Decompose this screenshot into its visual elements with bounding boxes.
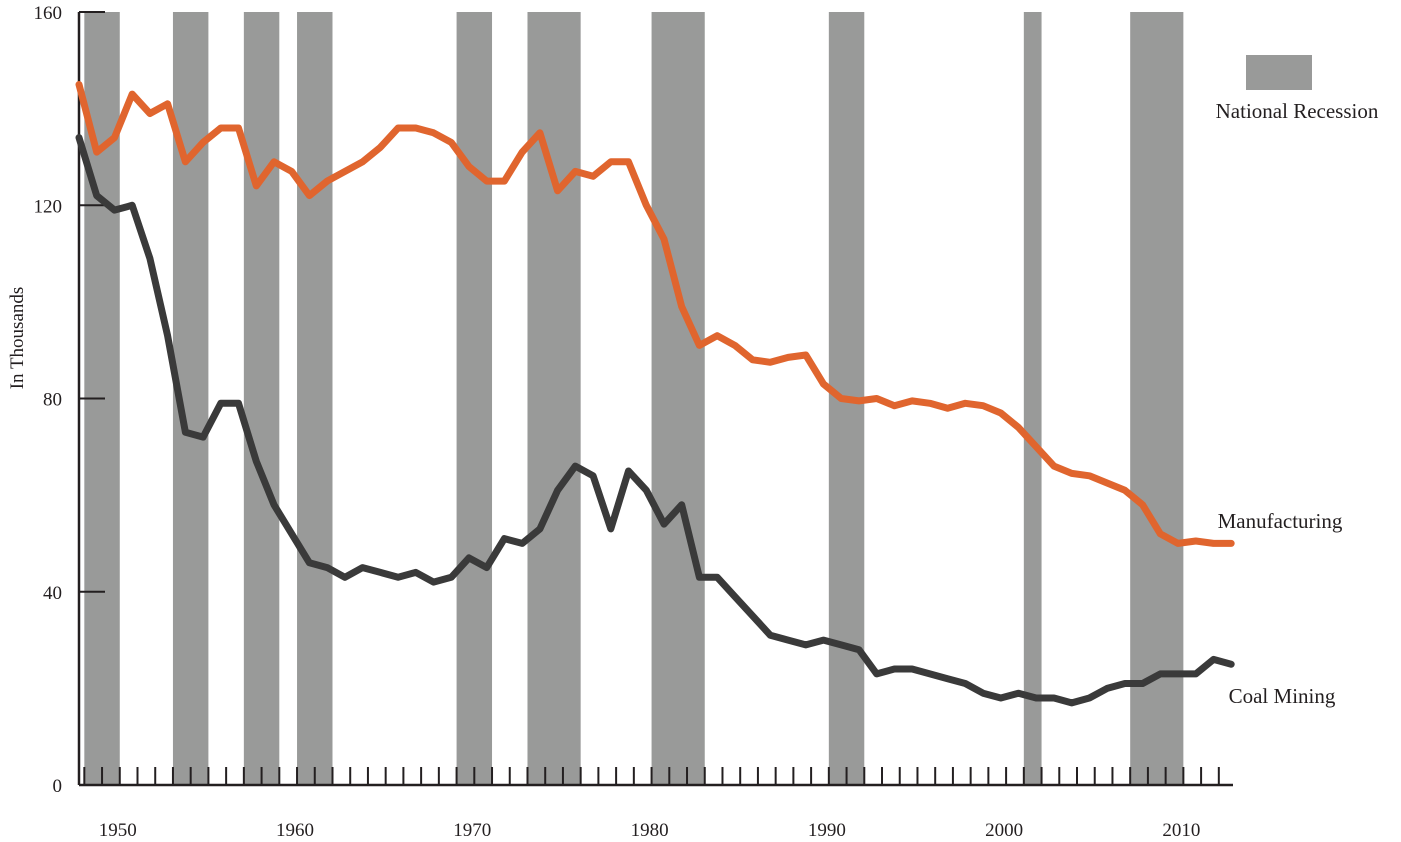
x-tick-label: 1950 <box>99 820 137 841</box>
labels: Manufacturing Coal Mining <box>1218 509 1343 708</box>
y-tick-label: 0 <box>53 776 63 797</box>
recession-band <box>1023 12 1042 785</box>
legend: National Recession <box>1216 55 1379 123</box>
y-tick-label: 160 <box>34 3 63 24</box>
x-tick-label: 1970 <box>453 820 491 841</box>
y-tick-label: 40 <box>43 583 62 604</box>
recession-band <box>1130 12 1184 785</box>
recession-band <box>297 12 333 785</box>
y-tick-label: 80 <box>43 390 62 411</box>
series-lines <box>75 81 1235 707</box>
y-tick-label: 120 <box>34 196 63 217</box>
recession-bands <box>84 12 1184 785</box>
x-tick-label: 1980 <box>631 820 669 841</box>
recession-band <box>527 12 581 785</box>
x-tick-label: 1960 <box>276 820 314 841</box>
x-tick-label: 2010 <box>1162 820 1200 841</box>
recession-band <box>651 12 705 785</box>
legend-label: National Recession <box>1216 99 1379 123</box>
recession-band <box>456 12 493 785</box>
x-tick-label: 2000 <box>985 820 1023 841</box>
y-axis-title: In Thousands <box>7 287 28 390</box>
series-line-coal-mining <box>75 134 1235 707</box>
recession-band <box>243 12 280 785</box>
legend-swatch <box>1246 55 1312 90</box>
series-line-manufacturing <box>75 81 1235 547</box>
axes: 0 40 80 120 160 1950 1960 1970 1980 1990 2000 2010 I… <box>7 3 1233 841</box>
series-label-manufacturing: Manufacturing <box>1218 509 1343 533</box>
x-tick-label: 1990 <box>808 820 846 841</box>
series-label-coal-mining: Coal Mining <box>1229 684 1336 708</box>
